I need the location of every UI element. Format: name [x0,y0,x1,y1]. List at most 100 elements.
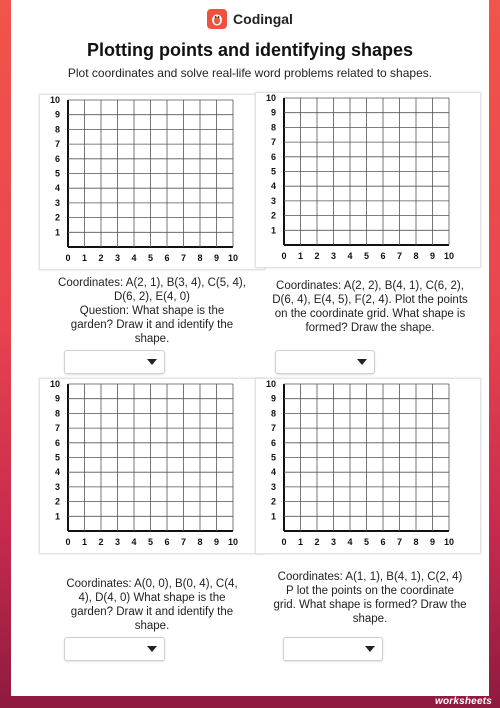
page-subtitle: Plot coordinates and solve real-life wor… [67,66,433,80]
y-tick-label: 6 [55,154,60,164]
x-tick-label: 10 [228,253,238,263]
question-line: garden? Draw it and identify the [70,319,234,331]
y-tick-label: 7 [271,137,276,147]
y-tick-label: 3 [55,198,60,208]
question-line: formed? Draw the shape. [305,322,435,334]
x-tick-label: 9 [430,251,435,261]
chevron-down-icon [365,646,375,652]
answer-dropdown-4[interactable] [283,637,383,661]
chevron-down-icon [357,359,367,365]
x-tick-label: 7 [397,537,402,547]
question-line: 4), D(4, 0) What shape is the [78,592,226,604]
x-tick-label: 1 [298,537,303,547]
question-1-text: Coordinates: A(2, 1), B(3, 4), C(5, 4), D… [39,276,265,346]
question-2-text: Coordinates: A(2, 2), B(4, 1), C(6, 2), D… [255,279,485,335]
question-line: shape. [134,620,170,632]
y-tick-label: 1 [271,511,276,521]
y-tick-label: 8 [55,408,60,418]
x-tick-label: 2 [314,537,319,547]
question-line: Coordinates: A(2, 1), B(3, 4), C(5, 4), [58,277,246,289]
x-tick-label: 4 [347,251,352,261]
y-tick-label: 3 [55,482,60,492]
y-tick-label: 1 [55,227,60,237]
x-tick-label: 0 [65,253,70,263]
footer-worksheets: worksheets [434,696,492,707]
x-tick-label: 2 [98,253,103,263]
brand-header: Codingal [11,9,489,29]
x-tick-label: 3 [115,537,120,547]
y-tick-label: 7 [55,423,60,433]
x-tick-label: 1 [82,537,87,547]
y-tick-label: 2 [55,213,60,223]
x-tick-label: 9 [214,537,219,547]
question-line: shape. [134,333,170,345]
x-tick-label: 7 [181,537,186,547]
y-tick-label: 9 [55,110,60,120]
question-line: Coordinates: A(1, 1), B(4, 1), C(2, 4) [277,571,463,583]
chevron-down-icon [147,646,157,652]
y-tick-label: 10 [50,95,60,105]
topworksheets-logo: TOP worksheets [434,689,492,707]
question-line: Coordinates: A(0, 0), B(0, 4), C(4, [66,578,238,590]
question-line: D(6, 2), E(4, 0) [113,291,191,303]
grid-svg: 0 1 2 3 4 5 6 7 8 9 10 1 2 3 4 5 6 7 8 9 10 [50,379,238,547]
y-tick-label: 7 [271,423,276,433]
x-tick-label: 6 [164,537,169,547]
x-tick-label: 8 [413,537,418,547]
y-tick-label: 1 [271,225,276,235]
y-tick-label: 7 [55,139,60,149]
coordinate-grid-3[interactable]: 0 1 2 3 4 5 6 7 8 9 10 1 2 3 4 5 6 7 8 9 10 [39,378,265,554]
footer-top: TOP [455,689,472,698]
x-tick-label: 6 [164,253,169,263]
x-tick-label: 7 [397,251,402,261]
y-tick-label: 10 [266,93,276,103]
x-tick-label: 10 [444,537,454,547]
y-tick-label: 6 [55,438,60,448]
brand-name: Codingal [233,11,293,27]
x-tick-label: 1 [298,251,303,261]
y-tick-label: 2 [55,497,60,507]
x-tick-label: 0 [281,537,286,547]
x-tick-label: 6 [380,537,385,547]
coordinate-grid-4[interactable]: 0 1 2 3 4 5 6 7 8 9 10 1 2 3 4 5 6 7 8 9 10 [255,378,481,554]
x-tick-label: 4 [131,537,136,547]
x-tick-label: 9 [214,253,219,263]
answer-dropdown-2[interactable] [275,350,375,374]
coordinate-grid-2[interactable]: 0 1 2 3 4 5 6 7 8 9 10 1 2 3 4 5 6 7 8 9 10 [255,92,481,268]
x-tick-label: 3 [115,253,120,263]
y-tick-label: 4 [271,181,276,191]
y-tick-label: 2 [271,211,276,221]
x-tick-label: 4 [347,537,352,547]
y-tick-label: 3 [271,196,276,206]
y-tick-label: 5 [271,453,276,463]
x-tick-label: 10 [228,537,238,547]
coordinate-grid-1[interactable]: 0 1 2 3 4 5 6 7 8 9 10 1 2 3 4 5 6 7 8 9 10 [39,94,265,270]
x-tick-label: 8 [197,253,202,263]
answer-dropdown-3[interactable] [64,637,165,661]
chevron-down-icon [147,359,157,365]
x-tick-label: 0 [65,537,70,547]
page-title: Plotting points and identifying shapes [86,40,413,60]
question-line: grid. What shape is formed? Draw the [273,599,467,611]
question-4-text: Coordinates: A(1, 1), B(4, 1), C(2, 4) P … [255,570,485,626]
x-tick-label: 3 [331,537,336,547]
y-tick-label: 8 [55,124,60,134]
question-line: Coordinates: A(2, 2), B(4, 1), C(6, 2), [276,280,464,292]
grid-svg: 0 1 2 3 4 5 6 7 8 9 10 1 2 3 4 5 6 7 8 9 10 [266,379,454,547]
answer-dropdown-1[interactable] [64,350,165,374]
question-line: shape. [352,613,388,625]
x-tick-label: 8 [197,537,202,547]
question-line: D(6, 4), E(4, 5), F(2, 4). Plot the poin… [272,294,468,306]
y-tick-label: 2 [271,497,276,507]
x-tick-label: 9 [430,537,435,547]
x-tick-label: 5 [148,537,153,547]
y-tick-label: 6 [271,438,276,448]
y-tick-label: 4 [271,467,276,477]
x-tick-label: 8 [413,251,418,261]
y-tick-label: 8 [271,122,276,132]
y-tick-label: 4 [55,467,60,477]
y-tick-label: 9 [271,394,276,404]
question-line: garden? Draw it and identify the [70,606,234,618]
penguin-icon [207,9,228,29]
y-tick-label: 9 [271,108,276,118]
